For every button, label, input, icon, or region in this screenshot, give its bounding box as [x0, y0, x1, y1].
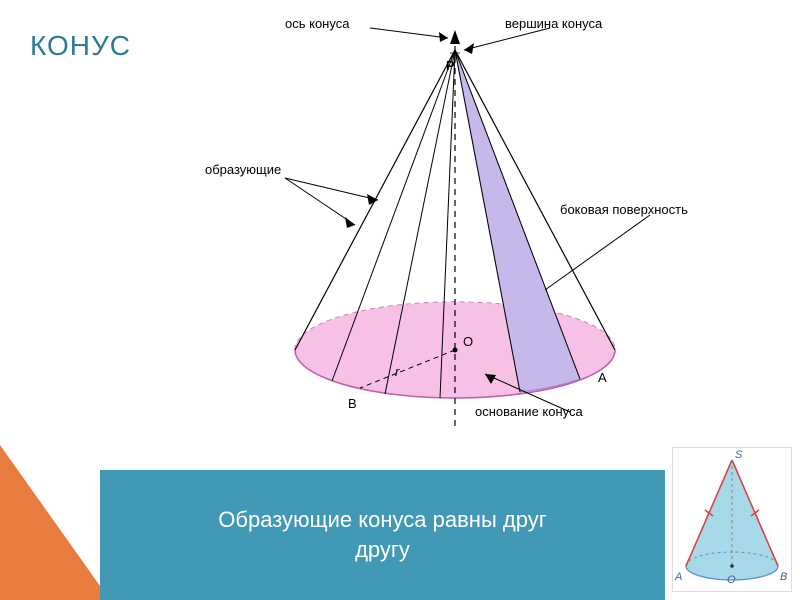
sc-label-s: S: [735, 449, 743, 461]
label-b: B: [348, 396, 357, 411]
bottom-bar: Образующие конуса равны друг другу S A O…: [0, 445, 800, 600]
label-axis: ось конуса: [285, 16, 349, 31]
ptr-gen-1-arr: [345, 217, 355, 228]
ptr-axis-arrow: [439, 32, 448, 42]
title-text: КОНУС: [30, 30, 131, 61]
label-apex-letter: P: [446, 58, 455, 73]
ptr-gen-2: [285, 178, 378, 200]
accent-triangle: [0, 445, 110, 600]
label-radius: r: [395, 364, 399, 379]
label-a: A: [598, 370, 607, 385]
label-generators: образующие: [205, 162, 281, 177]
caption-text: Образующие конуса равны друг другу: [178, 505, 586, 564]
sc-label-o: O: [727, 574, 736, 586]
page-title: КОНУС: [30, 30, 131, 62]
ptr-apex-arrow: [464, 43, 474, 54]
ptr-lateral: [545, 215, 650, 290]
caption-line2: другу: [355, 537, 410, 562]
axis-arrowhead: [450, 30, 460, 44]
small-cone-thumbnail: S A O B: [672, 447, 792, 592]
small-cone-svg: S A O B: [673, 448, 791, 591]
ptr-axis: [370, 28, 448, 38]
label-apex: вершина конуса: [505, 16, 602, 31]
ptr-apex: [464, 28, 550, 50]
cone-diagram: ось конуса вершина конуса P образующие б…: [150, 10, 680, 440]
label-base: основание конуса: [475, 404, 583, 419]
caption-block: Образующие конуса равны друг другу: [100, 470, 665, 600]
sc-label-b: B: [780, 571, 787, 583]
sc-label-a: A: [674, 571, 682, 583]
caption-line1: Образующие конуса равны друг: [218, 507, 546, 532]
sc-center: [730, 564, 734, 568]
label-center: O: [463, 334, 473, 349]
ptr-gen-1: [285, 178, 355, 225]
label-lateral: боковая поверхность: [560, 202, 688, 217]
ptr-gen-2-arr: [367, 194, 378, 205]
